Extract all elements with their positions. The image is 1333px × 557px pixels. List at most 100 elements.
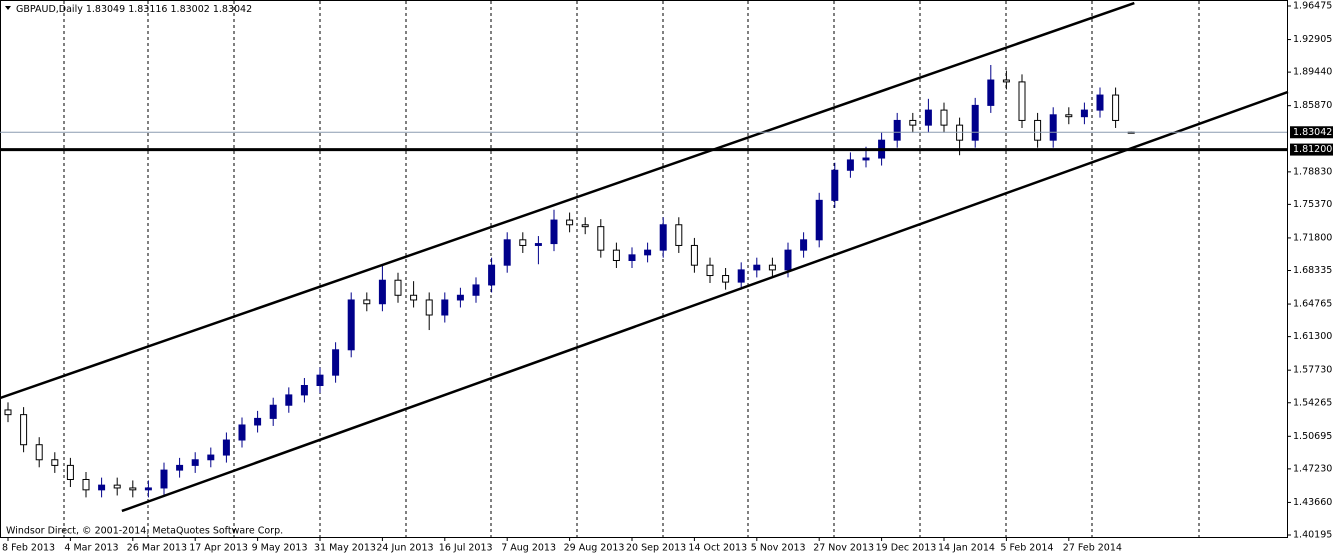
x-tick-label: 4 Mar 2013: [64, 543, 118, 554]
symbol: GBPAUD,Daily: [16, 4, 83, 15]
candle-body: [269, 404, 277, 419]
candle-body: [924, 109, 932, 126]
candle-body: [534, 243, 542, 246]
candle-body: [472, 284, 480, 296]
x-tick-label: 31 May 2013: [314, 543, 376, 554]
candle-body: [66, 464, 74, 480]
candle-body: [144, 487, 152, 491]
vertical-grid: [63, 1, 1200, 537]
candle-body: [815, 199, 823, 241]
support-label: 1.81200: [1293, 144, 1332, 155]
candle-body: [456, 294, 464, 301]
ohlc-close: 1.83042: [213, 4, 252, 15]
x-tick-label: 26 Mar 2013: [127, 543, 187, 554]
candle-body: [1034, 119, 1042, 141]
candle-body: [940, 109, 948, 126]
candle-body: [690, 244, 698, 266]
candle-body: [51, 459, 59, 466]
candle-body: [1112, 94, 1120, 121]
x-tick-label: 29 Aug 2013: [564, 543, 625, 554]
x-tick-label: 9 May 2013: [252, 543, 308, 554]
y-tick-label: 1.89440: [1293, 67, 1332, 78]
candle-body: [394, 279, 402, 296]
y-tick-label: 1.75370: [1293, 199, 1332, 210]
y-tick-label: 1.61300: [1293, 331, 1332, 342]
y-tick-label: 1.43660: [1293, 497, 1332, 508]
support-label-bg: [1290, 143, 1333, 156]
y-tick-label: 1.47230: [1293, 463, 1332, 474]
price-label: 1.83042: [1293, 127, 1332, 138]
x-tick-label: 27 Feb 2014: [1063, 543, 1122, 554]
candle-body: [222, 439, 230, 456]
candle-body: [316, 374, 324, 387]
candle-body: [1002, 79, 1010, 83]
candle-body: [597, 226, 605, 251]
candle-body: [113, 484, 121, 489]
y-tick-label: 1.85870: [1293, 100, 1332, 111]
candle-body: [566, 219, 574, 226]
trend-line: [121, 90, 1289, 513]
candle-body: [191, 459, 199, 466]
candle-body: [737, 269, 745, 283]
candle-body: [550, 219, 558, 245]
candle-body: [254, 417, 262, 426]
candle-body: [82, 478, 90, 491]
price-label-bg: [1290, 126, 1333, 139]
candle-body: [98, 484, 106, 491]
chart-title: GBPAUD,Daily 1.83049 1.83116 1.83002 1.8…: [16, 4, 252, 15]
y-tick-label: 1.71800: [1293, 232, 1332, 243]
candle-body: [722, 275, 730, 283]
candle-body: [129, 487, 137, 491]
candle-body: [425, 299, 433, 316]
trend-line: [0, 1, 1135, 400]
x-tick-label: 19 Dec 2013: [876, 543, 937, 554]
candle-body: [1065, 114, 1073, 118]
candle-body: [347, 299, 355, 351]
y-tick-label: 1.54265: [1293, 397, 1332, 408]
x-tick-label: 8 Feb 2013: [2, 543, 55, 554]
y-tick-label: 1.68335: [1293, 265, 1332, 276]
candle-body: [784, 249, 792, 271]
candle-body: [300, 385, 308, 396]
candle-body: [1080, 109, 1088, 118]
candle-body: [4, 409, 12, 416]
ohlc-high: 1.83116: [128, 4, 167, 15]
candle-body: [1018, 81, 1026, 121]
candle-body: [503, 239, 511, 266]
candle-body: [768, 264, 776, 271]
x-tick-label: 14 Oct 2013: [688, 543, 747, 554]
ohlc-low: 1.83002: [171, 4, 210, 15]
menu-arrow[interactable]: [5, 6, 11, 10]
candle-body: [628, 254, 636, 261]
candle-body: [332, 349, 340, 376]
candle-body: [160, 469, 168, 489]
x-tick-label: 16 Jul 2013: [439, 543, 493, 554]
y-tick-label: 1.78830: [1293, 166, 1332, 177]
candle-body: [800, 239, 808, 251]
candle-body: [862, 157, 870, 161]
candle-body: [675, 224, 683, 246]
x-tick-label: 7 Aug 2013: [501, 543, 556, 554]
y-tick-label: 1.50695: [1293, 431, 1332, 442]
candle-body: [1049, 114, 1057, 141]
candle-body: [831, 169, 839, 201]
candle-body: [753, 264, 761, 271]
y-tick-label: 1.40195: [1293, 530, 1332, 541]
candle-body: [644, 249, 652, 256]
x-tick-label: 5 Nov 2013: [751, 543, 806, 554]
y-tick-label: 1.92905: [1293, 34, 1332, 45]
candle-body: [238, 424, 246, 441]
x-tick-label: 14 Jan 2014: [938, 543, 995, 554]
candle-body: [519, 239, 527, 246]
candle-body: [893, 119, 901, 141]
candle-body: [285, 394, 293, 406]
candle-body: [612, 249, 620, 261]
x-tick-label: 17 Apr 2013: [189, 543, 248, 554]
candle-body: [488, 264, 496, 286]
candle-body: [441, 299, 449, 316]
candle-body: [378, 279, 386, 305]
ohlc-open: 1.83049: [86, 4, 125, 15]
candle-body: [1096, 94, 1104, 111]
x-tick-label: 20 Sep 2013: [626, 543, 686, 554]
